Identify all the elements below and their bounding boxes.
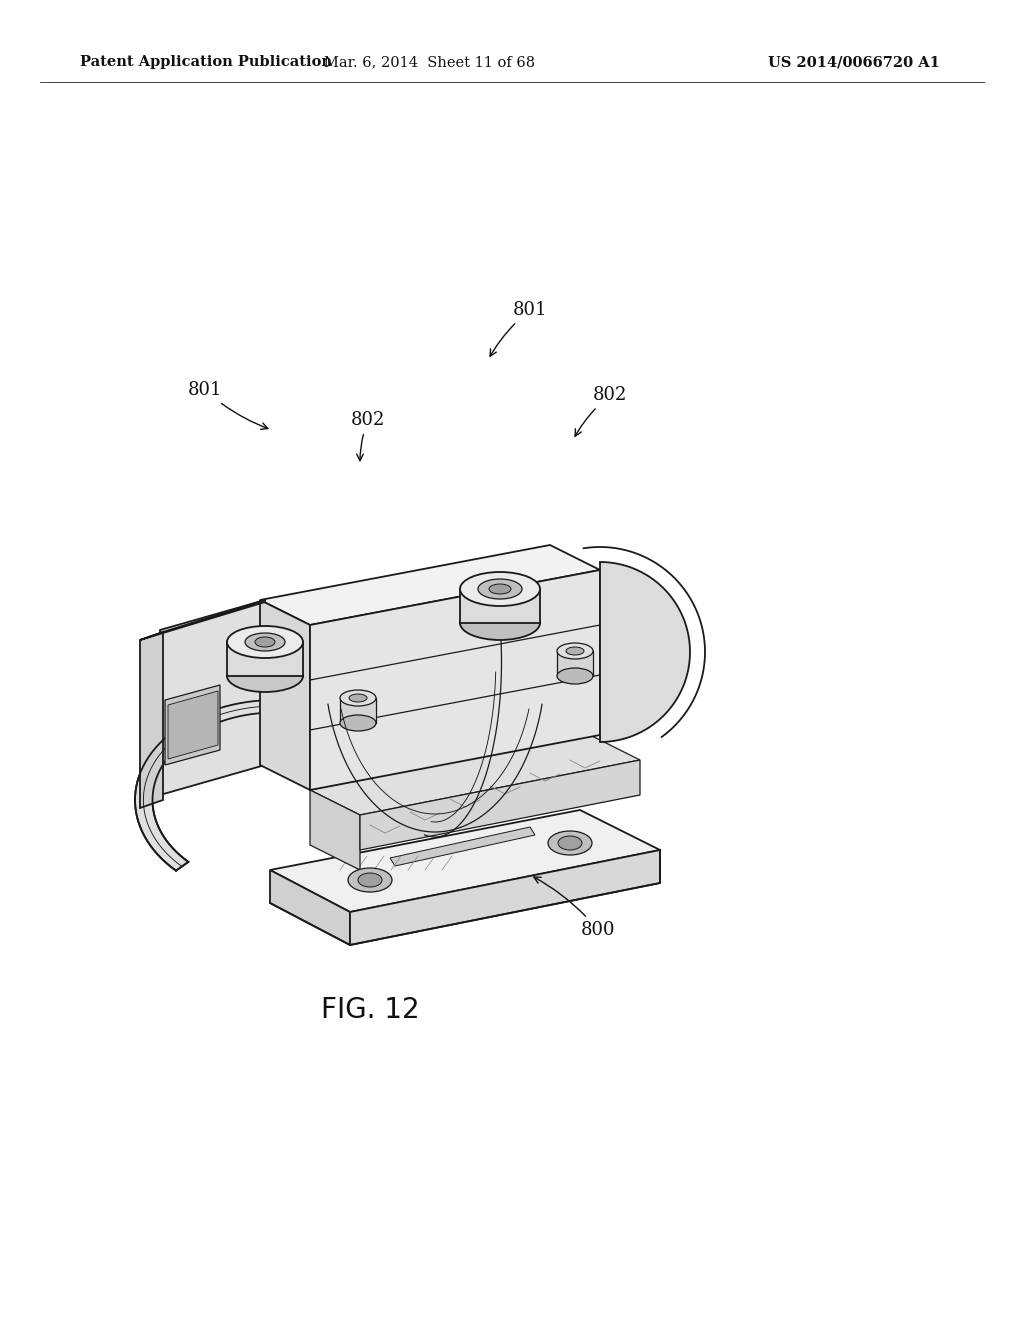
Text: Mar. 6, 2014  Sheet 11 of 68: Mar. 6, 2014 Sheet 11 of 68 xyxy=(325,55,536,69)
Ellipse shape xyxy=(358,873,382,887)
Ellipse shape xyxy=(348,869,392,892)
Ellipse shape xyxy=(255,638,275,647)
Ellipse shape xyxy=(566,647,584,655)
Ellipse shape xyxy=(557,643,593,659)
Polygon shape xyxy=(270,870,350,945)
Polygon shape xyxy=(140,632,163,808)
Text: US 2014/0066720 A1: US 2014/0066720 A1 xyxy=(768,55,940,69)
Polygon shape xyxy=(260,545,600,624)
Polygon shape xyxy=(460,589,540,623)
Ellipse shape xyxy=(558,836,582,850)
Polygon shape xyxy=(340,698,376,723)
Text: 802: 802 xyxy=(575,385,627,436)
Polygon shape xyxy=(310,570,600,789)
Polygon shape xyxy=(350,850,660,945)
Polygon shape xyxy=(600,562,690,742)
Polygon shape xyxy=(140,601,265,640)
Ellipse shape xyxy=(227,660,303,692)
Polygon shape xyxy=(160,601,265,795)
Polygon shape xyxy=(260,601,310,789)
Text: FIG. 12: FIG. 12 xyxy=(321,997,419,1024)
Polygon shape xyxy=(227,642,303,676)
Polygon shape xyxy=(135,700,297,871)
Polygon shape xyxy=(557,651,593,676)
Text: 800: 800 xyxy=(534,876,615,939)
Ellipse shape xyxy=(460,572,540,606)
Polygon shape xyxy=(270,810,660,912)
Ellipse shape xyxy=(245,634,285,651)
Polygon shape xyxy=(390,828,535,866)
Ellipse shape xyxy=(548,832,592,855)
Polygon shape xyxy=(165,685,220,766)
Ellipse shape xyxy=(227,626,303,657)
Polygon shape xyxy=(360,760,640,850)
Ellipse shape xyxy=(340,690,376,706)
Ellipse shape xyxy=(340,715,376,731)
Ellipse shape xyxy=(478,579,522,599)
Ellipse shape xyxy=(460,606,540,640)
Polygon shape xyxy=(168,690,218,759)
Text: 802: 802 xyxy=(351,411,385,461)
Polygon shape xyxy=(310,735,640,814)
Text: 801: 801 xyxy=(490,301,547,356)
Polygon shape xyxy=(310,789,360,870)
Ellipse shape xyxy=(557,668,593,684)
Text: Patent Application Publication: Patent Application Publication xyxy=(80,55,332,69)
Ellipse shape xyxy=(489,583,511,594)
Ellipse shape xyxy=(349,694,367,702)
Text: 801: 801 xyxy=(187,381,268,429)
